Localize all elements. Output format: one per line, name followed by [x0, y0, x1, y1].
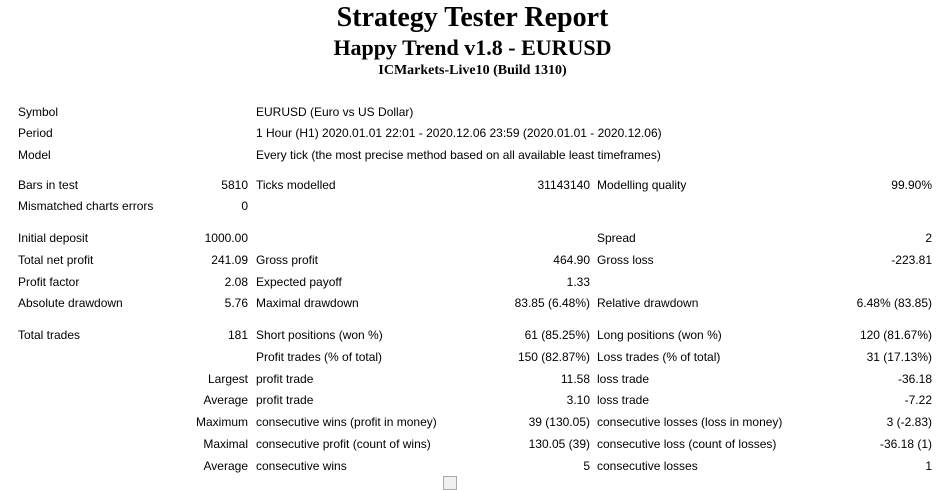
total-trades-value: 181: [227, 328, 248, 342]
maximum-prefix: Maximum: [195, 415, 248, 429]
average-prefix: Average: [203, 393, 248, 407]
loss-trades-label: Loss trades (% of total): [597, 350, 721, 364]
average-consecutive-losses-value: 1: [925, 459, 932, 473]
mismatched-errors-value: 0: [241, 199, 248, 213]
absolute-drawdown-label: Absolute drawdown: [18, 296, 123, 310]
max-consecutive-wins-label: consecutive wins (profit in money): [256, 415, 437, 429]
profit-factor-value: 2.08: [224, 275, 248, 289]
average-consecutive-wins-label: consecutive wins: [256, 459, 347, 473]
average-profit-value: 3.10: [566, 393, 590, 407]
largest-loss-label: loss trade: [597, 372, 650, 386]
initial-deposit-label: Initial deposit: [18, 231, 89, 245]
bars-in-test-label: Bars in test: [18, 178, 79, 192]
total-trades-label: Total trades: [18, 328, 81, 342]
model-value: Every tick (the most precise method base…: [256, 148, 661, 162]
average-consecutive-wins-value: 5: [583, 459, 590, 473]
symbol-label: Symbol: [18, 105, 59, 119]
maximal-consecutive-loss-value: -36.18 (1): [879, 437, 932, 451]
maximal-drawdown-label: Maximal drawdown: [256, 296, 359, 310]
modelling-quality-value: 99.90%: [891, 178, 932, 192]
ticks-modelled-value: 31143140: [537, 178, 591, 192]
short-positions-value: 61 (85.25%): [524, 328, 590, 342]
bars-in-test-value: 5810: [221, 178, 248, 192]
broken-image-icon: [443, 476, 503, 490]
spread-label: Spread: [597, 231, 636, 245]
absolute-drawdown-value: 5.76: [224, 296, 248, 310]
model-label: Model: [18, 148, 51, 162]
average-profit-label: profit trade: [256, 393, 314, 407]
gross-profit-label: Gross profit: [256, 253, 319, 267]
expert-symbol-title: Happy Trend v1.8 - EURUSD: [333, 35, 612, 60]
average-consecutive-losses-label: consecutive losses: [597, 459, 698, 473]
max-consecutive-wins-value: 39 (130.05): [528, 415, 590, 429]
loss-trades-value: 31 (17.13%): [866, 350, 932, 364]
expected-payoff-label: Expected payoff: [256, 275, 342, 289]
gross-profit-value: 464.90: [553, 253, 590, 267]
maximal-consecutive-loss-label: consecutive loss (count of losses): [597, 437, 777, 451]
long-positions-value: 120 (81.67%): [859, 328, 932, 342]
maximal-prefix: Maximal: [203, 437, 248, 451]
max-consecutive-losses-value: 3 (-2.83): [886, 415, 932, 429]
profit-trades-value: 150 (82.87%): [517, 350, 590, 364]
gross-loss-label: Gross loss: [597, 253, 654, 267]
total-net-profit-value: 241.09: [211, 253, 248, 267]
period-label: Period: [18, 126, 53, 140]
maximal-consecutive-profit-label: consecutive profit (count of wins): [256, 437, 431, 451]
report-title: Strategy Tester Report: [336, 2, 609, 33]
largest-profit-label: profit trade: [256, 372, 314, 386]
period-value: 1 Hour (H1) 2020.01.01 22:01 - 2020.12.0…: [256, 126, 662, 140]
profit-trades-label: Profit trades (% of total): [256, 350, 383, 364]
total-net-profit-label: Total net profit: [18, 253, 94, 267]
initial-deposit-value: 1000.00: [204, 231, 248, 245]
average-loss-label: loss trade: [597, 393, 650, 407]
modelling-quality-label: Modelling quality: [597, 178, 687, 192]
server-build: ICMarkets-Live10 (Build 1310): [378, 63, 567, 78]
average-loss-value: -7.22: [904, 393, 932, 407]
relative-drawdown-value: 6.48% (83.85): [856, 296, 932, 310]
expected-payoff-value: 1.33: [566, 275, 590, 289]
gross-loss-value: -223.81: [891, 253, 932, 267]
maximal-consecutive-profit-value: 130.05 (39): [528, 437, 590, 451]
spread-value: 2: [925, 231, 932, 245]
largest-prefix: Largest: [207, 372, 248, 386]
relative-drawdown-label: Relative drawdown: [597, 296, 699, 310]
mismatched-errors-label: Mismatched charts errors: [18, 199, 154, 213]
max-consecutive-losses-label: consecutive losses (loss in money): [597, 415, 783, 429]
profit-factor-label: Profit factor: [18, 275, 80, 289]
largest-loss-value: -36.18: [897, 372, 932, 386]
long-positions-label: Long positions (won %): [597, 328, 722, 342]
ticks-modelled-label: Ticks modelled: [256, 178, 336, 192]
largest-profit-value: 11.58: [560, 372, 590, 386]
average-consecutive-prefix: Average: [203, 459, 248, 473]
short-positions-label: Short positions (won %): [256, 328, 383, 342]
maximal-drawdown-value: 83.85 (6.48%): [514, 296, 590, 310]
symbol-value: EURUSD (Euro vs US Dollar): [256, 105, 414, 119]
